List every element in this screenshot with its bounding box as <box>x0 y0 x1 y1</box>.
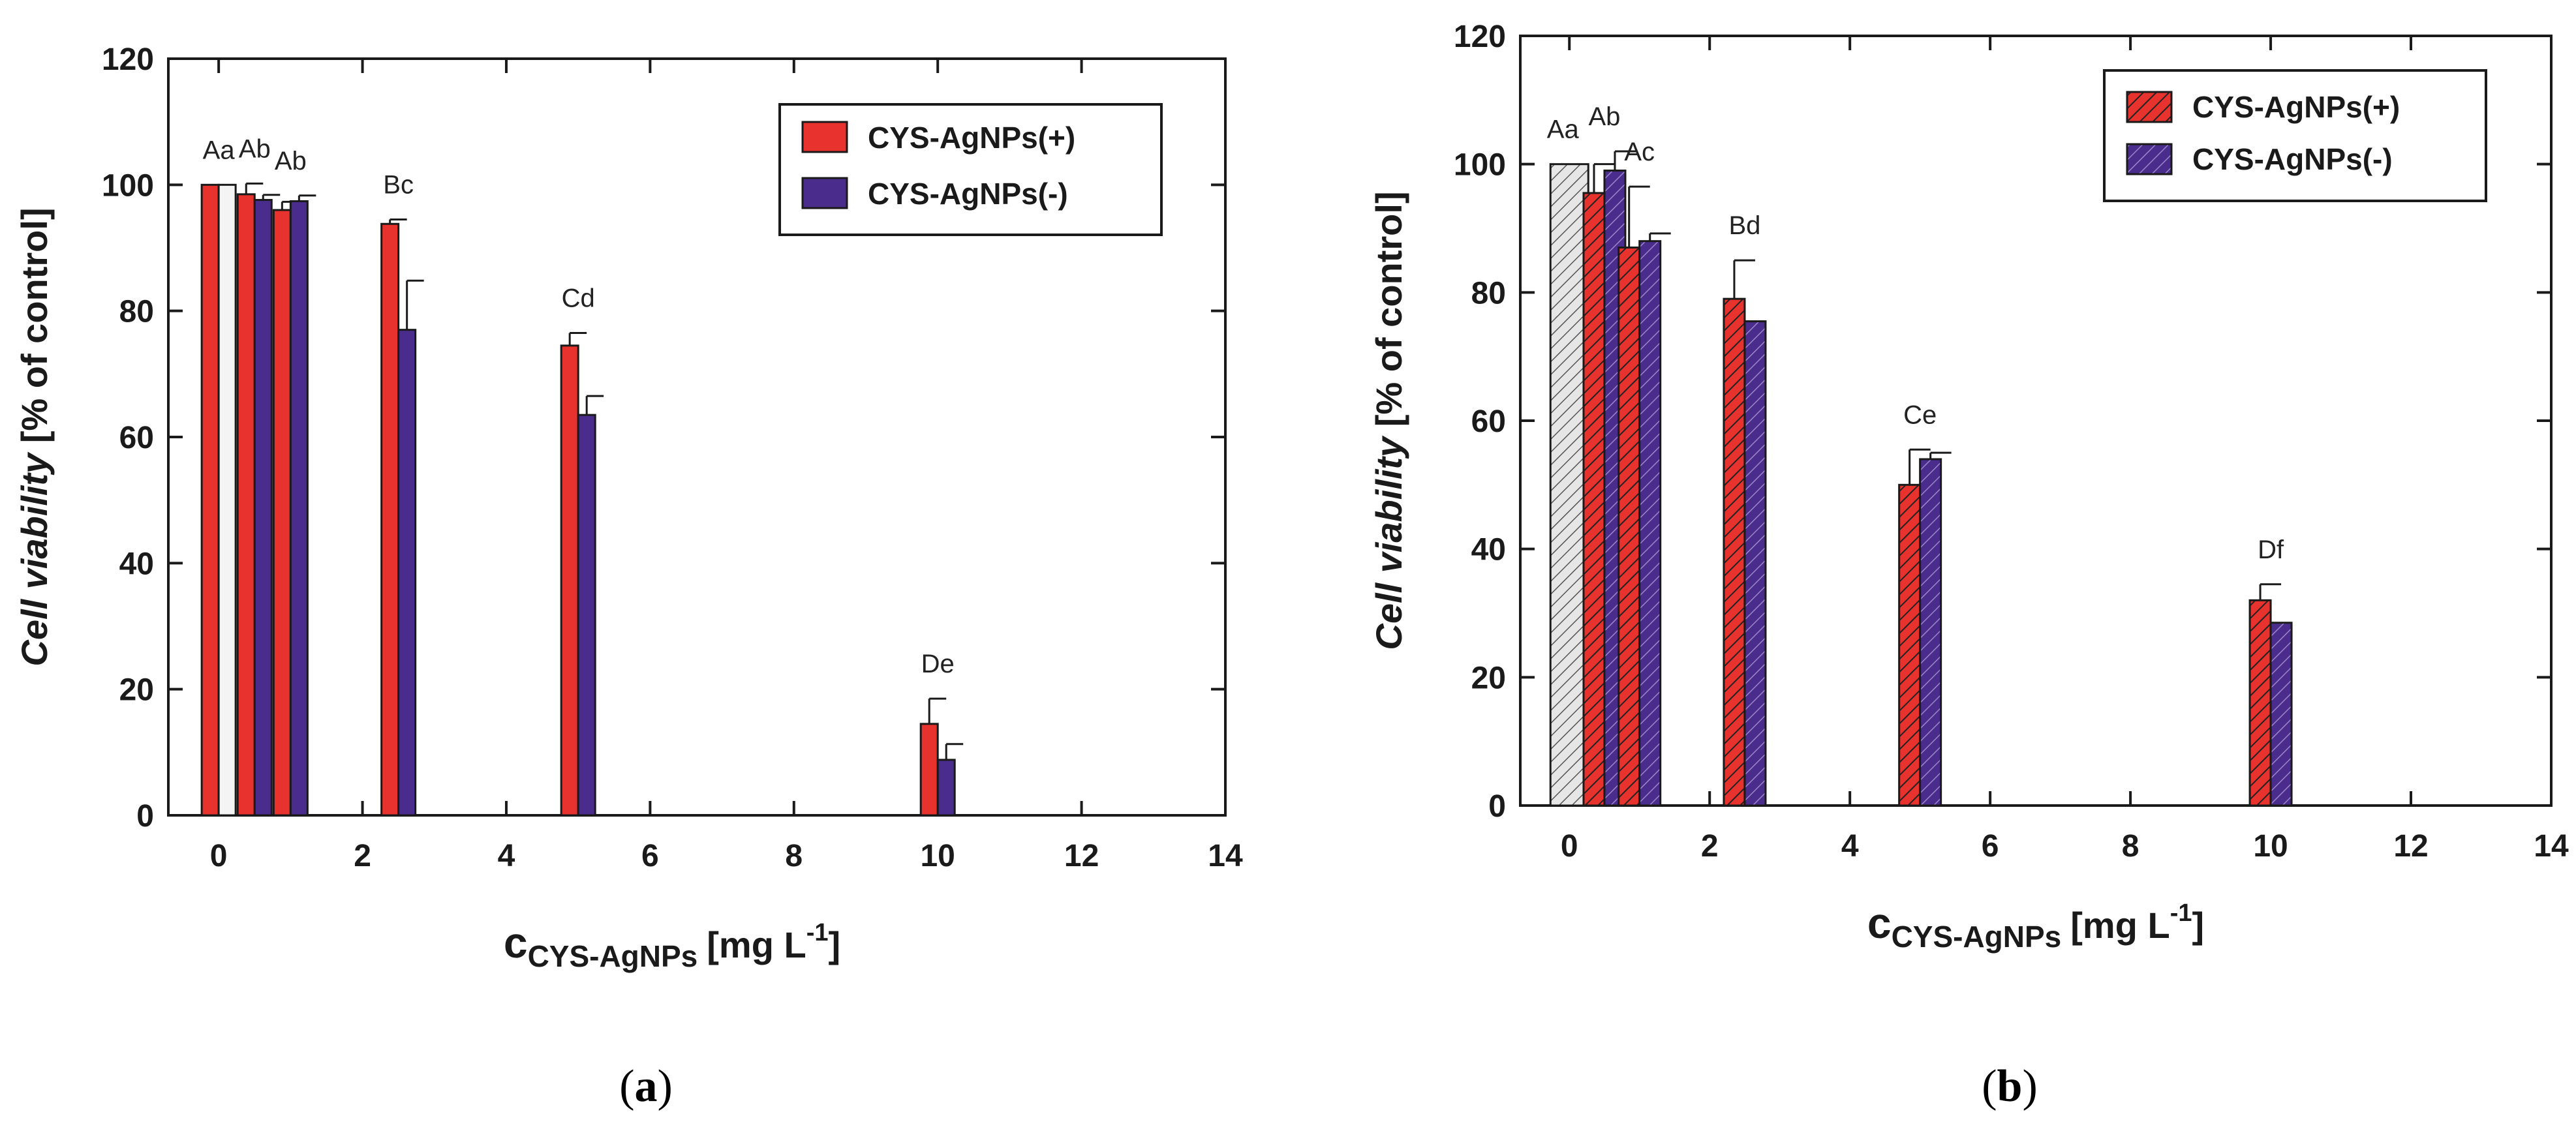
x-tick-label-a: 2 <box>354 839 371 873</box>
bar-plus-a <box>919 723 939 817</box>
caption-b: (b) <box>1982 1061 2038 1111</box>
y-tick-label-a: 0 <box>136 799 154 834</box>
group-label-b: Ce <box>1903 400 1937 429</box>
x-tick-label-a: 12 <box>1064 839 1099 873</box>
y-tick-label-a: 60 <box>119 421 154 455</box>
group-label-a: Aa <box>203 136 236 164</box>
bar-minus-b <box>2269 622 2293 807</box>
group-label-b: Ab <box>1589 102 1621 131</box>
group-label-a: Cd <box>562 284 595 313</box>
y-tick-label-b: 80 <box>1471 276 1506 310</box>
group-label-b: Aa <box>1547 115 1580 144</box>
y-axis-label-b: Cell viability [% of control] <box>1368 191 1409 650</box>
group-label-a: Ab <box>275 147 307 175</box>
y-tick-label-a: 120 <box>102 42 154 77</box>
bar-minus-b <box>1638 240 1662 807</box>
x-tick-label-a: 8 <box>785 839 803 873</box>
y-tick-label-b: 120 <box>1454 20 1506 54</box>
bar-minus-a <box>289 200 309 817</box>
caption-a: (a) <box>619 1061 673 1111</box>
legend-swatch-plus-b <box>2126 91 2173 123</box>
bar-plus-a <box>560 344 579 817</box>
y-tick-label-b: 100 <box>1454 148 1506 183</box>
y-tick-label-b: 40 <box>1471 533 1506 567</box>
legend-label-minus-b: CYS-AgNPs(-) <box>2192 142 2393 176</box>
bar-plus-b <box>1898 483 1922 807</box>
bar-minus-b <box>1743 320 1767 807</box>
bar-plus-a <box>380 222 400 817</box>
group-label-a: Ab <box>239 134 271 163</box>
bar-plus-a <box>272 209 292 817</box>
legend-swatch-minus-b <box>2126 143 2173 175</box>
bar-minus-b <box>1919 458 1942 807</box>
legend-label-plus-b: CYS-AgNPs(+) <box>2192 90 2400 124</box>
group-label-b: Bd <box>1728 211 1760 240</box>
legend-swatch-minus-a <box>801 177 848 209</box>
group-label-a: Bc <box>383 171 414 200</box>
bar-minus-a <box>397 329 417 817</box>
x-axis-label-a: cCYS-AgNPs [mg L-1] <box>504 918 840 973</box>
legend-b: CYS-AgNPs(+) CYS-AgNPs(-) <box>2103 69 2487 202</box>
x-tick-label-b: 12 <box>2393 829 2428 864</box>
group-label-a: De <box>921 650 955 678</box>
group-label-b: Ac <box>1624 138 1655 166</box>
x-tick-label-a: 14 <box>1208 839 1243 873</box>
x-tick-label-a: 10 <box>920 839 955 873</box>
y-tick-label-b: 20 <box>1471 661 1506 695</box>
x-axis-label-b: cCYS-AgNPs [mg L-1] <box>1867 899 2204 954</box>
x-tick-label-a: 4 <box>498 839 515 873</box>
y-tick-label-b: 0 <box>1488 789 1506 824</box>
bar-plus-b <box>1582 192 1606 807</box>
bar-control-plus-a <box>200 183 220 817</box>
legend-swatch-plus-a <box>801 121 848 153</box>
bar-plus-b <box>1723 297 1746 807</box>
legend-label-plus-a: CYS-AgNPs(+) <box>868 121 1075 155</box>
bar-plus-b <box>1618 247 1641 807</box>
x-tick-label-b: 10 <box>2253 829 2288 864</box>
x-tick-label-a: 6 <box>641 839 659 873</box>
x-tick-label-b: 2 <box>1701 829 1719 864</box>
y-tick-label-a: 20 <box>119 673 154 708</box>
x-tick-label-b: 14 <box>2534 829 2569 864</box>
bar-plus-a <box>236 193 256 817</box>
x-tick-label-b: 4 <box>1841 829 1859 864</box>
y-tick-label-a: 80 <box>119 295 154 329</box>
bar-minus-a <box>253 199 273 817</box>
bar-minus-a <box>936 759 956 817</box>
x-tick-label-b: 0 <box>1561 829 1578 864</box>
x-tick-label-a: 0 <box>210 839 228 873</box>
bar-minus-a <box>577 414 596 817</box>
x-tick-label-b: 6 <box>1982 829 1999 864</box>
bar-control-a <box>217 183 237 817</box>
y-tick-label-b: 60 <box>1471 404 1506 439</box>
x-tick-label-b: 8 <box>2122 829 2139 864</box>
y-tick-label-a: 40 <box>119 547 154 581</box>
y-axis-label-a: Cell viability [% of control] <box>14 207 55 666</box>
y-tick-label-a: 100 <box>102 168 154 203</box>
group-label-b: Df <box>2258 535 2284 564</box>
bar-plus-b <box>2248 599 2272 807</box>
legend-a: CYS-AgNPs(+) CYS-AgNPs(-) <box>778 103 1163 236</box>
legend-label-minus-a: CYS-AgNPs(-) <box>868 177 1068 211</box>
